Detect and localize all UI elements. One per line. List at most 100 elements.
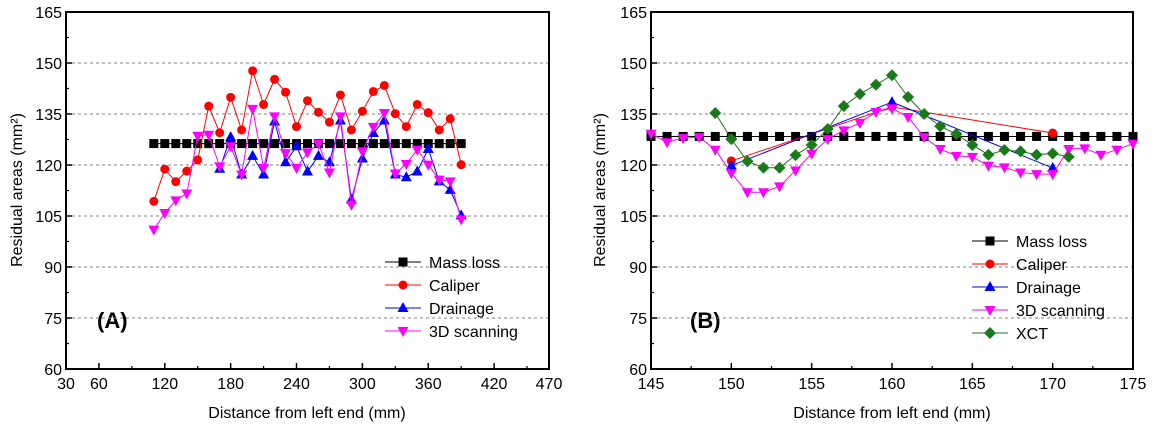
data-point-mass-loss-a (456, 139, 466, 149)
data-point-drainage-a (422, 143, 434, 154)
data-point-3d-scanning-a (192, 131, 204, 142)
legend-label-xct-b: XCT (1016, 326, 1048, 343)
data-point-mass-loss-b (662, 131, 672, 141)
data-point-mass-loss-b (1112, 131, 1122, 141)
x-tick-label-b: 175 (1120, 376, 1147, 393)
data-point-mass-loss-b (903, 131, 913, 141)
data-point-caliper-a (281, 87, 291, 97)
legend-label-3d-scanning-b: 3D scanning (1016, 303, 1105, 320)
y-tick-label-b: 75 (629, 311, 647, 328)
data-point-3d-scanning-b (1031, 170, 1043, 181)
series-line-3d-scanning-b (650, 107, 1134, 193)
data-point-caliper-a (368, 87, 378, 97)
data-point-3d-scanning-b (790, 166, 802, 177)
data-point-mass-loss-b (758, 131, 768, 141)
data-point-3d-scanning-a (236, 170, 248, 181)
data-point-mass-loss-a (390, 139, 400, 149)
data-point-mass-loss-b (791, 131, 801, 141)
data-point-mass-loss-b (807, 131, 817, 141)
data-point-mass-loss-a (248, 139, 258, 149)
data-point-3d-scanning-b (645, 129, 657, 140)
data-point-3d-scanning-a (247, 104, 259, 115)
data-point-caliper-a (149, 196, 159, 206)
x-tick-label-b: 155 (798, 376, 825, 393)
data-point-mass-loss-a (182, 139, 192, 149)
data-point-mass-loss-a (303, 139, 312, 149)
data-point-3d-scanning-b (757, 188, 769, 199)
data-point-mass-loss-b (1080, 131, 1090, 141)
data-point-mass-loss-b (983, 131, 993, 141)
y-axis-label-b: Residual areas (mm²) (592, 113, 609, 267)
legend-marker-mass-loss-a (398, 257, 408, 267)
y-tick-label-b: 90 (629, 260, 647, 277)
data-point-caliper-a (303, 96, 312, 106)
data-point-mass-loss-b (855, 131, 865, 141)
data-point-3d-scanning-a (389, 169, 401, 180)
data-point-3d-scanning-b (1063, 145, 1075, 156)
data-point-drainage-a (400, 171, 412, 182)
y-tick-label-b: 165 (620, 5, 647, 22)
data-point-3d-scanning-a (345, 200, 357, 211)
data-point-mass-loss-a (237, 139, 247, 149)
data-point-caliper-a (215, 128, 225, 138)
data-point-caliper-a (259, 99, 269, 109)
legend-label-drainage-b: Drainage (1016, 280, 1081, 297)
data-point-3d-scanning-a (356, 147, 368, 158)
y-tick-label-b: 60 (629, 362, 647, 379)
data-point-caliper-a (226, 92, 236, 102)
data-point-mass-loss-a (324, 139, 334, 149)
data-point-xct-b (789, 149, 802, 162)
legend-marker-caliper-b (985, 259, 995, 269)
data-point-drainage-b (886, 96, 898, 107)
data-point-xct-b (918, 108, 931, 120)
data-point-mass-loss-a (346, 139, 356, 149)
data-point-3d-scanning-a (302, 148, 313, 159)
data-point-xct-b (1030, 148, 1043, 161)
data-point-caliper-a (445, 114, 455, 124)
data-point-caliper-a (434, 125, 444, 135)
data-point-mass-loss-b (710, 131, 720, 141)
data-point-drainage-a (280, 156, 292, 167)
legend-label-caliper-a: Caliper (429, 278, 480, 295)
data-point-mass-loss-a (193, 139, 203, 149)
data-point-mass-loss-a (270, 139, 280, 149)
x-tick-label-b: 165 (959, 376, 986, 393)
data-point-mass-loss-a (401, 139, 411, 149)
data-point-xct-b (934, 120, 947, 133)
data-point-mass-loss-b (999, 131, 1009, 141)
data-point-3d-scanning-a (203, 130, 215, 141)
y-tick-label-a: 60 (44, 362, 62, 379)
data-point-3d-scanning-b (1015, 168, 1027, 179)
data-point-xct-b (902, 91, 915, 103)
data-point-mass-loss-a (160, 139, 170, 149)
data-point-drainage-a (378, 114, 390, 125)
data-point-mass-loss-b (935, 131, 945, 141)
data-point-mass-loss-a (335, 139, 345, 149)
data-point-drainage-a (302, 165, 313, 176)
data-point-3d-scanning-b (950, 151, 962, 162)
data-point-drainage-a (323, 156, 335, 167)
data-point-3d-scanning-b (998, 163, 1010, 174)
data-point-mass-loss-a (215, 139, 225, 149)
data-point-xct-b (1062, 150, 1075, 163)
data-point-3d-scanning-b (693, 133, 705, 144)
data-point-3d-scanning-a (148, 225, 160, 236)
data-point-3d-scanning-a (323, 168, 335, 179)
series-line-xct-b (714, 74, 1069, 169)
data-point-xct-b (1046, 147, 1059, 160)
x-tick-label-a: 240 (283, 376, 310, 393)
panel-label-b: (B) (690, 308, 721, 333)
y-tick-label-a: 135 (35, 107, 62, 124)
data-point-drainage-a (291, 140, 303, 151)
data-point-3d-scanning-b (661, 138, 673, 149)
data-point-3d-scanning-b (774, 182, 786, 193)
data-point-xct-b (966, 138, 979, 151)
data-point-caliper-a (313, 107, 323, 117)
data-point-caliper-a (182, 166, 192, 176)
data-point-3d-scanning-a (433, 175, 445, 186)
data-point-3d-scanning-a (214, 162, 226, 173)
data-point-3d-scanning-b (1047, 170, 1059, 181)
data-point-caliper-a (248, 66, 258, 76)
data-point-drainage-a (312, 149, 324, 160)
